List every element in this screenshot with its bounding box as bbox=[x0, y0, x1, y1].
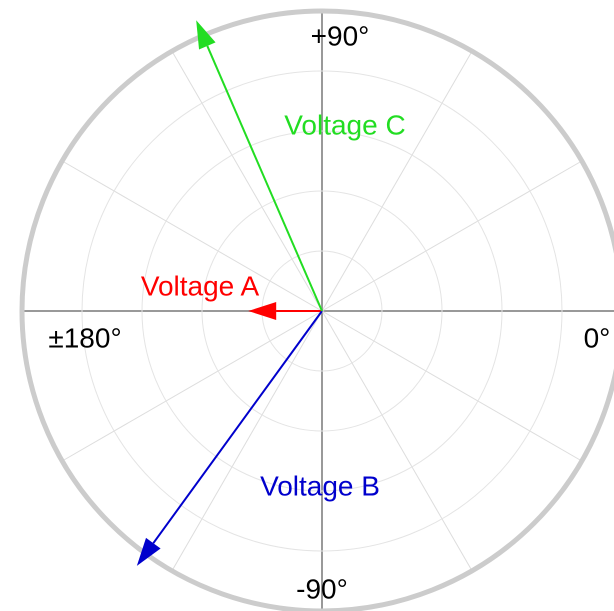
grid-ring bbox=[201, 190, 443, 432]
spoke-line bbox=[321, 310, 583, 462]
angle-tick-label: 0° bbox=[584, 322, 611, 353]
phasor-arrowhead bbox=[136, 537, 161, 566]
spoke-line bbox=[61, 310, 323, 462]
phasor-arrowhead bbox=[196, 20, 216, 50]
spoke-line bbox=[321, 50, 473, 312]
phasor-line bbox=[152, 310, 323, 544]
outer-ring bbox=[19, 8, 614, 611]
series-label: Voltage A bbox=[141, 270, 260, 301]
angle-tick-label: -90° bbox=[296, 573, 348, 604]
phasor-line bbox=[206, 45, 323, 312]
angle-tick-label: ±180° bbox=[48, 322, 121, 353]
grid-ring bbox=[141, 130, 503, 492]
series-label: Voltage C bbox=[284, 109, 405, 140]
spoke-line bbox=[321, 160, 583, 312]
spoke-line bbox=[171, 310, 323, 572]
grid-ring bbox=[81, 70, 563, 552]
series-label: Voltage B bbox=[260, 470, 380, 501]
phasor-arrowhead bbox=[248, 302, 277, 320]
spoke-line bbox=[321, 310, 473, 572]
angle-tick-label: +90° bbox=[311, 20, 370, 51]
spoke-line bbox=[61, 160, 323, 312]
spoke-line bbox=[171, 50, 323, 312]
